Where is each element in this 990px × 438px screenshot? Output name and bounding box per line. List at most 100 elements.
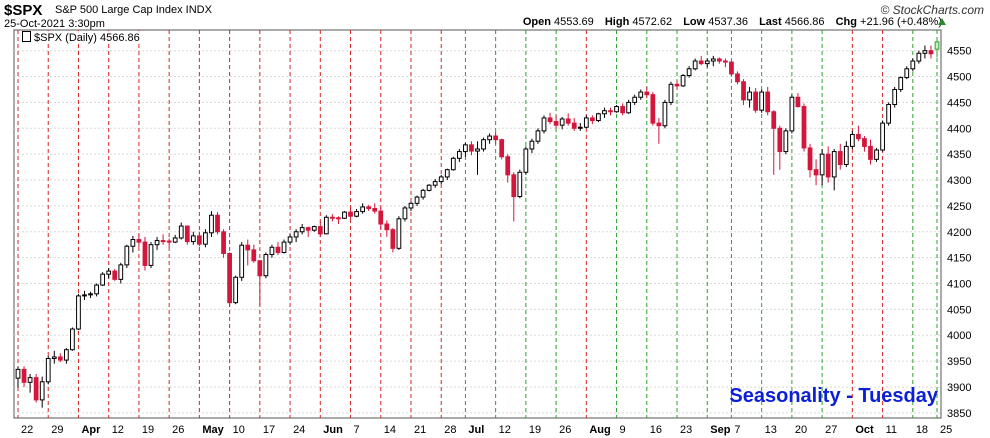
x-tick-label: 22	[21, 424, 33, 436]
x-tick-label: 19	[142, 424, 154, 436]
candle-body	[892, 88, 898, 105]
x-tick-label: 16	[650, 424, 662, 436]
candle-body	[662, 101, 668, 127]
candle-body	[650, 94, 656, 124]
candle-body	[469, 144, 474, 152]
candle-body	[698, 60, 704, 65]
candle-body	[922, 50, 928, 54]
candle-body	[553, 121, 559, 126]
candle-body	[577, 126, 583, 129]
candle-body	[172, 237, 178, 243]
candle-body	[317, 226, 323, 235]
candle-body	[789, 96, 795, 132]
y-tick-label: 4050	[947, 304, 971, 316]
candle-body	[263, 254, 269, 277]
candle-body	[710, 58, 716, 62]
x-tick-label: 24	[293, 424, 305, 436]
seasonality-annotation: Seasonality - Tuesday	[729, 385, 938, 407]
candle-body	[450, 157, 456, 171]
candle-body	[559, 118, 565, 126]
candle-body	[843, 145, 849, 166]
candle-body	[160, 240, 166, 243]
candle-body	[372, 207, 378, 212]
candle-body	[910, 60, 916, 70]
x-tick-label: 27	[825, 424, 837, 436]
brand-watermark: © StockCharts.com	[880, 3, 984, 17]
chg-label: Chg	[835, 16, 857, 28]
candle-body	[583, 117, 589, 128]
low-label: Low	[683, 16, 706, 28]
candle-body	[142, 241, 148, 266]
x-tick-label: May	[202, 424, 224, 436]
series-legend: $SPX (Daily) 4566.86	[20, 31, 142, 44]
candle-body	[444, 169, 450, 178]
candle-body	[632, 96, 638, 103]
candle-body	[590, 117, 595, 122]
candle-body	[880, 122, 885, 151]
candle-body	[668, 83, 674, 103]
candle-body	[638, 91, 644, 98]
candle-body	[747, 91, 752, 101]
candle-body	[396, 218, 402, 249]
x-tick-label: Aug	[589, 424, 610, 436]
x-tick-label: 20	[795, 424, 807, 436]
candle-body	[390, 229, 396, 249]
candle-body	[541, 117, 547, 132]
last-value: 4566.86	[784, 16, 825, 28]
candle-body	[432, 181, 438, 186]
candle-body	[626, 101, 632, 114]
legend-text: $SPX (Daily) 4566.86	[34, 32, 140, 44]
candle-body	[257, 260, 263, 277]
candle-body	[299, 227, 305, 233]
candle-body	[124, 245, 130, 266]
candle-body	[384, 223, 390, 231]
candle-body	[70, 328, 75, 351]
candle-body	[245, 244, 251, 251]
candle-body	[287, 236, 293, 243]
candle-body	[366, 206, 372, 209]
candle-body	[831, 151, 837, 178]
high-label: High	[604, 16, 630, 28]
candle-body	[112, 270, 118, 280]
x-tick-label: 18	[916, 424, 928, 436]
candle-body	[463, 144, 468, 153]
candle-body	[209, 214, 214, 234]
candle-body	[783, 130, 789, 153]
candle-body	[493, 135, 499, 141]
candle-body	[293, 231, 299, 238]
candle-body	[197, 235, 202, 245]
candle-body	[620, 106, 625, 114]
x-tick-label: 26	[559, 424, 571, 436]
candle-body	[51, 356, 57, 360]
candle-body	[408, 202, 414, 209]
chg-value: +21.96 (+0.48%)	[860, 16, 942, 28]
candle-body	[916, 52, 922, 62]
y-tick-label: 4550	[947, 46, 971, 58]
candle-body	[819, 153, 825, 176]
candle-body	[354, 211, 359, 217]
candle-body	[686, 68, 692, 77]
datetime-label: 25-Oct-2021 3:30pm	[4, 18, 105, 30]
candle-body	[130, 239, 136, 247]
x-tick-label: 17	[263, 424, 275, 436]
candle-body	[795, 96, 801, 108]
candle-body	[215, 214, 220, 233]
symbol-label: $SPX	[4, 2, 43, 19]
y-tick-label: 3850	[947, 408, 971, 420]
candle-body	[741, 81, 746, 101]
candle-body	[166, 240, 172, 243]
x-tick-label: 9	[620, 424, 626, 436]
y-tick-label: 4300	[947, 175, 971, 187]
candle-body	[813, 169, 819, 176]
x-tick-label: 7	[734, 424, 740, 436]
x-tick-label: 29	[51, 424, 63, 436]
candle-body	[481, 139, 486, 150]
low-value: 4537.36	[708, 16, 749, 28]
x-tick-label: Jul	[468, 424, 484, 436]
candle-body	[203, 232, 208, 245]
x-tick-label: 13	[765, 424, 777, 436]
candle-body	[275, 246, 281, 253]
candle-body	[517, 171, 523, 198]
candle-body	[849, 134, 855, 147]
